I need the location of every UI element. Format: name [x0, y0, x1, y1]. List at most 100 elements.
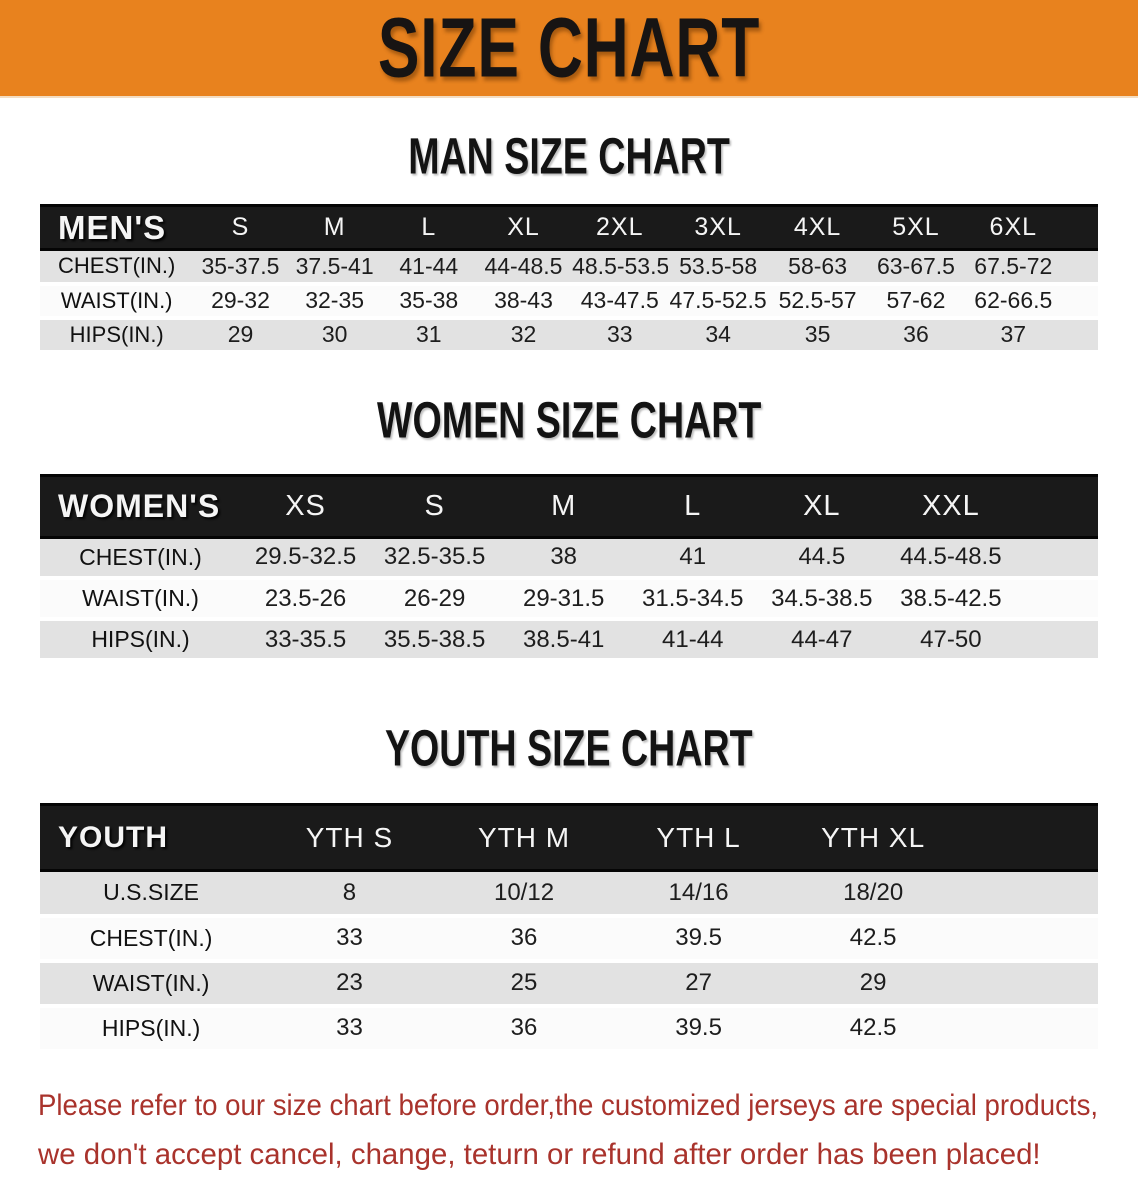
men-table-title: MEN'S [40, 204, 194, 251]
value-cell: 36 [436, 1005, 612, 1053]
value-cell: 29.5-32.5 [241, 537, 371, 580]
size-header-cell: M [499, 473, 629, 539]
size-header-cell: XS [241, 473, 371, 539]
value-cell: 36 [867, 317, 965, 354]
value-cell: 29-32 [193, 283, 288, 320]
value-cell: 8 [262, 870, 437, 918]
value-cell: 35 [767, 317, 868, 354]
size-header-cell: S [193, 204, 288, 251]
spacer-cell [1061, 249, 1098, 286]
youth-table-title: YOUTH [40, 803, 263, 872]
value-cell: 32-35 [287, 283, 382, 320]
disclaimer-line-1: Please refer to our size chart before or… [38, 1088, 1099, 1122]
spacer-cell [1061, 283, 1098, 320]
value-cell: 34.5-38.5 [757, 578, 887, 621]
spacer-cell [960, 960, 1098, 1008]
page-title: SIZE CHART [377, 0, 761, 95]
size-header-cell: 4XL [767, 204, 868, 251]
value-cell: 14/16 [611, 870, 786, 918]
size-header-cell: S [370, 473, 500, 539]
spacer-cell [1061, 317, 1098, 354]
size-header-cell: YTH M [436, 803, 612, 872]
men-waist-row: WAIST(IN.) 29-32 32-35 35-38 38-43 43-47… [40, 283, 1098, 320]
size-header-cell: YTH S [262, 803, 437, 872]
value-cell: 48.5-53.5 [571, 249, 669, 286]
women-table-title: WOMEN'S [40, 473, 242, 539]
size-chart-banner: SIZE CHART [0, 0, 1138, 98]
value-cell: 44-48.5 [475, 249, 572, 286]
men-chest-row: CHEST(IN.) 35-37.5 37.5-41 41-44 44-48.5… [40, 249, 1098, 286]
youth-chest-row: CHEST(IN.) 33 36 39.5 42.5 [40, 915, 1098, 963]
row-label-cell: HIPS(IN.) [40, 1005, 263, 1053]
value-cell: 41 [628, 537, 758, 580]
youth-hips-row: HIPS(IN.) 33 36 39.5 42.5 [40, 1005, 1098, 1053]
value-cell: 39.5 [611, 915, 786, 963]
value-cell: 37.5-41 [287, 249, 382, 286]
value-cell: 29 [785, 960, 961, 1008]
youth-table-header-row: YOUTH YTH S YTH M YTH L YTH XL [40, 803, 1098, 872]
spacer-cell [1015, 578, 1098, 621]
value-cell: 38 [499, 537, 629, 580]
women-size-section: WOMEN SIZE CHART WOMEN'S XS S M L XL XXL… [0, 354, 1138, 662]
spacer-cell [960, 1005, 1098, 1053]
value-cell: 43-47.5 [571, 283, 669, 320]
value-cell: 34 [668, 317, 768, 354]
value-cell: 25 [436, 960, 612, 1008]
value-cell: 26-29 [370, 578, 500, 621]
value-cell: 53.5-58 [668, 249, 768, 286]
value-cell: 44-47 [757, 619, 887, 662]
value-cell: 27 [611, 960, 786, 1008]
size-header-cell: 3XL [668, 204, 768, 251]
women-section-heading: WOMEN SIZE CHART [376, 390, 762, 448]
value-cell: 39.5 [611, 1005, 786, 1053]
value-cell: 41-44 [628, 619, 758, 662]
row-label-cell: CHEST(IN.) [40, 249, 194, 286]
size-header-cell: 6XL [964, 204, 1062, 251]
youth-waist-row: WAIST(IN.) 23 25 27 29 [40, 960, 1098, 1008]
women-table-header-row: WOMEN'S XS S M L XL XXL [40, 473, 1098, 539]
value-cell: 42.5 [785, 1005, 961, 1053]
spacer-cell [1061, 204, 1098, 251]
value-cell: 35-37.5 [193, 249, 288, 286]
value-cell: 33 [262, 1005, 437, 1053]
women-waist-row: WAIST(IN.) 23.5-26 26-29 29-31.5 31.5-34… [40, 578, 1098, 621]
size-header-cell: YTH XL [785, 803, 961, 872]
value-cell: 38-43 [475, 283, 572, 320]
youth-section-heading: YOUTH SIZE CHART [385, 718, 753, 777]
youth-ussize-row: U.S.SIZE 8 10/12 14/16 18/20 [40, 870, 1098, 918]
men-section-heading: MAN SIZE CHART [408, 126, 730, 185]
row-label-cell: WAIST(IN.) [40, 960, 263, 1008]
spacer-cell [1015, 473, 1098, 539]
value-cell: 33 [571, 317, 669, 354]
size-header-cell: XL [757, 473, 887, 539]
size-header-cell: XL [475, 204, 572, 251]
men-size-section: MAN SIZE CHART MEN'S S M L XL 2XL 3XL 4X… [0, 98, 1138, 354]
men-hips-row: HIPS(IN.) 29 30 31 32 33 34 35 36 37 [40, 317, 1098, 354]
row-label-cell: WAIST(IN.) [40, 578, 242, 621]
value-cell: 47.5-52.5 [668, 283, 768, 320]
value-cell: 38.5-41 [499, 619, 629, 662]
women-size-table: WOMEN'S XS S M L XL XXL CHEST(IN.) 29.5-… [40, 473, 1098, 662]
spacer-cell [1015, 619, 1098, 662]
value-cell: 31.5-34.5 [628, 578, 758, 621]
disclaimer: Please refer to our size chart before or… [0, 1081, 1138, 1179]
spacer-cell [960, 915, 1098, 963]
value-cell: 44.5-48.5 [886, 537, 1016, 580]
row-label-cell: CHEST(IN.) [40, 915, 263, 963]
value-cell: 29-31.5 [499, 578, 629, 621]
youth-size-section: YOUTH SIZE CHART YOUTH YTH S YTH M YTH L… [0, 662, 1138, 1053]
value-cell: 35.5-38.5 [370, 619, 500, 662]
value-cell: 36 [436, 915, 612, 963]
value-cell: 38.5-42.5 [886, 578, 1016, 621]
size-header-cell: YTH L [611, 803, 786, 872]
value-cell: 67.5-72 [964, 249, 1062, 286]
value-cell: 47-50 [886, 619, 1016, 662]
value-cell: 42.5 [785, 915, 961, 963]
spacer-cell [1015, 537, 1098, 580]
value-cell: 44.5 [757, 537, 887, 580]
value-cell: 35-38 [381, 283, 476, 320]
men-table-header-row: MEN'S S M L XL 2XL 3XL 4XL 5XL 6XL [40, 204, 1098, 251]
value-cell: 33-35.5 [241, 619, 371, 662]
row-label-cell: HIPS(IN.) [40, 619, 242, 662]
value-cell: 29 [193, 317, 288, 354]
